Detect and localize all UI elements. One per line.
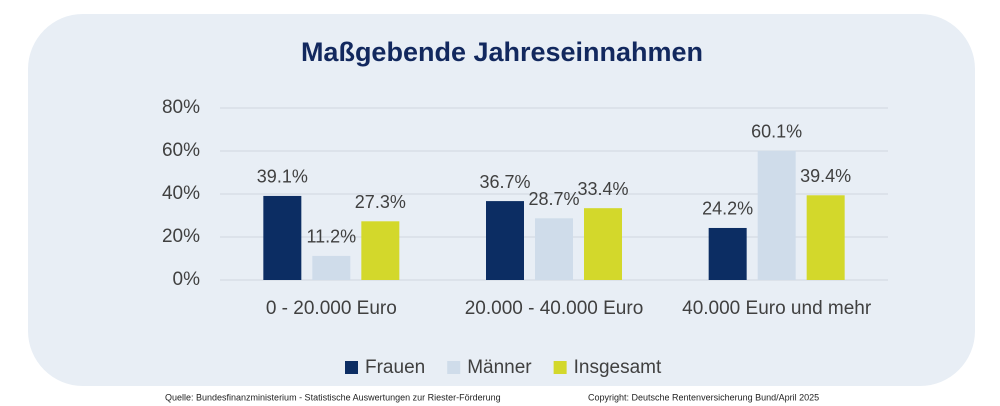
data-label: 28.7% [528, 189, 579, 209]
y-tick-label: 40% [162, 183, 200, 204]
data-label: 39.4% [800, 166, 851, 186]
legend-swatch [553, 361, 567, 374]
y-tick-label: 80% [162, 97, 200, 118]
bar [486, 201, 524, 280]
legend-swatch [345, 361, 358, 374]
data-label: 33.4% [577, 179, 628, 199]
data-label: 39.1% [257, 167, 308, 187]
bar [535, 218, 573, 280]
y-tick-label: 20% [162, 226, 200, 247]
data-label: 24.2% [702, 199, 753, 219]
copyright: Copyright: Deutsche Rentenversicherung B… [588, 392, 819, 402]
panel [28, 14, 975, 386]
legend-label: Insgesamt [574, 357, 662, 378]
legend-swatch [447, 361, 461, 374]
x-tick-label: 40.000 Euro und mehr [682, 298, 872, 319]
bar [584, 208, 622, 280]
legend-label: Männer [467, 357, 532, 378]
legend-label: Frauen [365, 357, 425, 378]
bar [708, 227, 747, 280]
data-label: 60.1% [751, 122, 802, 142]
bar [757, 150, 796, 280]
chart-title: Maßgebende Jahreseinnahmen [301, 37, 703, 67]
y-tick-label: 60% [162, 140, 200, 161]
data-label: 36.7% [479, 172, 530, 192]
bar [263, 195, 302, 280]
x-tick-label: 0 - 20.000 Euro [266, 298, 397, 319]
bar [806, 195, 845, 280]
source: Quelle: Bundesfinanzministerium - Statis… [165, 392, 501, 402]
bar [312, 255, 351, 280]
data-label: 11.2% [306, 227, 356, 247]
y-tick-label: 0% [173, 269, 201, 290]
x-tick-label: 20.000 - 40.000 Euro [465, 298, 644, 319]
data-label: 27.3% [355, 192, 406, 212]
bar [361, 221, 400, 280]
